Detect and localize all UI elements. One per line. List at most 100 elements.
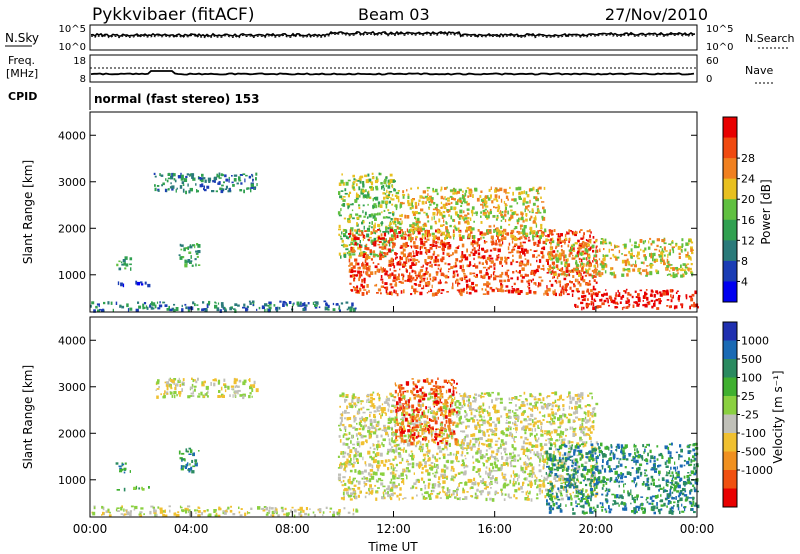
echo-cell xyxy=(344,188,347,192)
echo-cell xyxy=(421,493,424,496)
echo-cell xyxy=(480,190,483,193)
echo-cell xyxy=(591,445,594,449)
echo-cell xyxy=(576,442,580,446)
echo-cell xyxy=(472,252,476,256)
echo-cell xyxy=(626,305,630,308)
echo-cell xyxy=(548,230,552,235)
echo-cell xyxy=(521,267,525,271)
echo-cell xyxy=(195,183,197,186)
echo-cell xyxy=(494,480,497,484)
echo-cell xyxy=(273,510,277,514)
echo-cell xyxy=(504,204,508,207)
echo-cell xyxy=(482,411,484,414)
echo-cell xyxy=(517,459,520,462)
echo-cell xyxy=(582,240,585,244)
echo-cell xyxy=(436,452,439,456)
echo-cell xyxy=(663,246,666,251)
echo-cell xyxy=(495,218,498,221)
echo-cell xyxy=(497,248,501,253)
echo-cell xyxy=(458,215,461,219)
echo-cell xyxy=(234,309,237,313)
echo-cell xyxy=(353,238,357,242)
echo-cell xyxy=(444,409,448,413)
echo-cell xyxy=(340,255,342,259)
echo-cell xyxy=(350,247,353,250)
echo-cell xyxy=(187,306,191,310)
echo-cell xyxy=(478,424,481,428)
echo-cell xyxy=(378,246,382,249)
echo-cell xyxy=(524,466,528,471)
echo-cell xyxy=(459,288,461,293)
echo-cell xyxy=(424,281,428,285)
echo-cell xyxy=(355,291,358,294)
echo-cell xyxy=(434,244,438,247)
echo-cell xyxy=(601,293,605,297)
echo-cell xyxy=(444,242,447,245)
echo-cell xyxy=(466,200,468,204)
echo-cell xyxy=(239,514,243,517)
echo-cell xyxy=(157,379,160,383)
echo-cell xyxy=(564,262,568,266)
echo-cell xyxy=(589,229,591,233)
echo-cell xyxy=(385,204,388,209)
echo-cell xyxy=(482,443,486,446)
echo-cell xyxy=(589,234,591,238)
echo-cell xyxy=(380,233,383,237)
echo-cell xyxy=(366,399,368,403)
echo-cell xyxy=(585,489,587,493)
echo-cell xyxy=(201,383,205,387)
echo-cell xyxy=(363,225,365,230)
echo-cell xyxy=(509,461,512,465)
echo-cell xyxy=(363,280,366,284)
echo-cell xyxy=(421,448,424,453)
echo-cell xyxy=(579,489,581,492)
echo-cell xyxy=(347,194,350,198)
echo-cell xyxy=(377,204,380,208)
echo-cell xyxy=(411,462,415,466)
echo-cell xyxy=(378,464,381,467)
echo-cell xyxy=(350,440,352,444)
echo-cell xyxy=(387,425,390,428)
echo-cell xyxy=(425,201,427,204)
echo-cell xyxy=(564,242,566,245)
echo-cell xyxy=(263,506,267,508)
echo-cell xyxy=(495,196,498,201)
echo-cell xyxy=(369,491,373,494)
echo-cell xyxy=(626,258,629,262)
echo-cell xyxy=(433,463,436,467)
echo-cell xyxy=(136,281,141,286)
echo-cell xyxy=(296,301,300,306)
echo-cell xyxy=(169,308,173,312)
echo-cell xyxy=(393,265,396,269)
echo-cell xyxy=(549,251,553,255)
echo-cell xyxy=(502,241,504,245)
echo-cell xyxy=(400,478,405,480)
echo-cell xyxy=(248,379,250,381)
echo-cell xyxy=(386,395,388,398)
echo-cell xyxy=(197,395,201,398)
echo-cell xyxy=(477,394,480,397)
echo-cell xyxy=(120,261,123,264)
echo-cell xyxy=(464,214,468,217)
echo-cell xyxy=(374,222,376,226)
echo-cell xyxy=(617,303,619,305)
echo-cell xyxy=(642,300,644,302)
echo-cell xyxy=(489,260,491,262)
echo-cell xyxy=(353,178,356,181)
echo-cell xyxy=(581,275,584,279)
echo-cell xyxy=(390,228,394,232)
cpid-label: CPID xyxy=(8,90,37,103)
echo-cell xyxy=(675,291,678,294)
echo-cell xyxy=(409,272,411,275)
echo-cell xyxy=(194,462,198,467)
echo-cell xyxy=(396,234,399,239)
echo-cell xyxy=(392,476,396,480)
echo-cell xyxy=(673,306,676,310)
echo-cell xyxy=(242,396,245,400)
echo-cell xyxy=(600,241,604,245)
echo-cell xyxy=(677,296,680,301)
echo-cell xyxy=(549,256,552,260)
echo-cell xyxy=(532,405,534,409)
echo-cell xyxy=(552,291,555,294)
echo-cell xyxy=(436,254,440,257)
